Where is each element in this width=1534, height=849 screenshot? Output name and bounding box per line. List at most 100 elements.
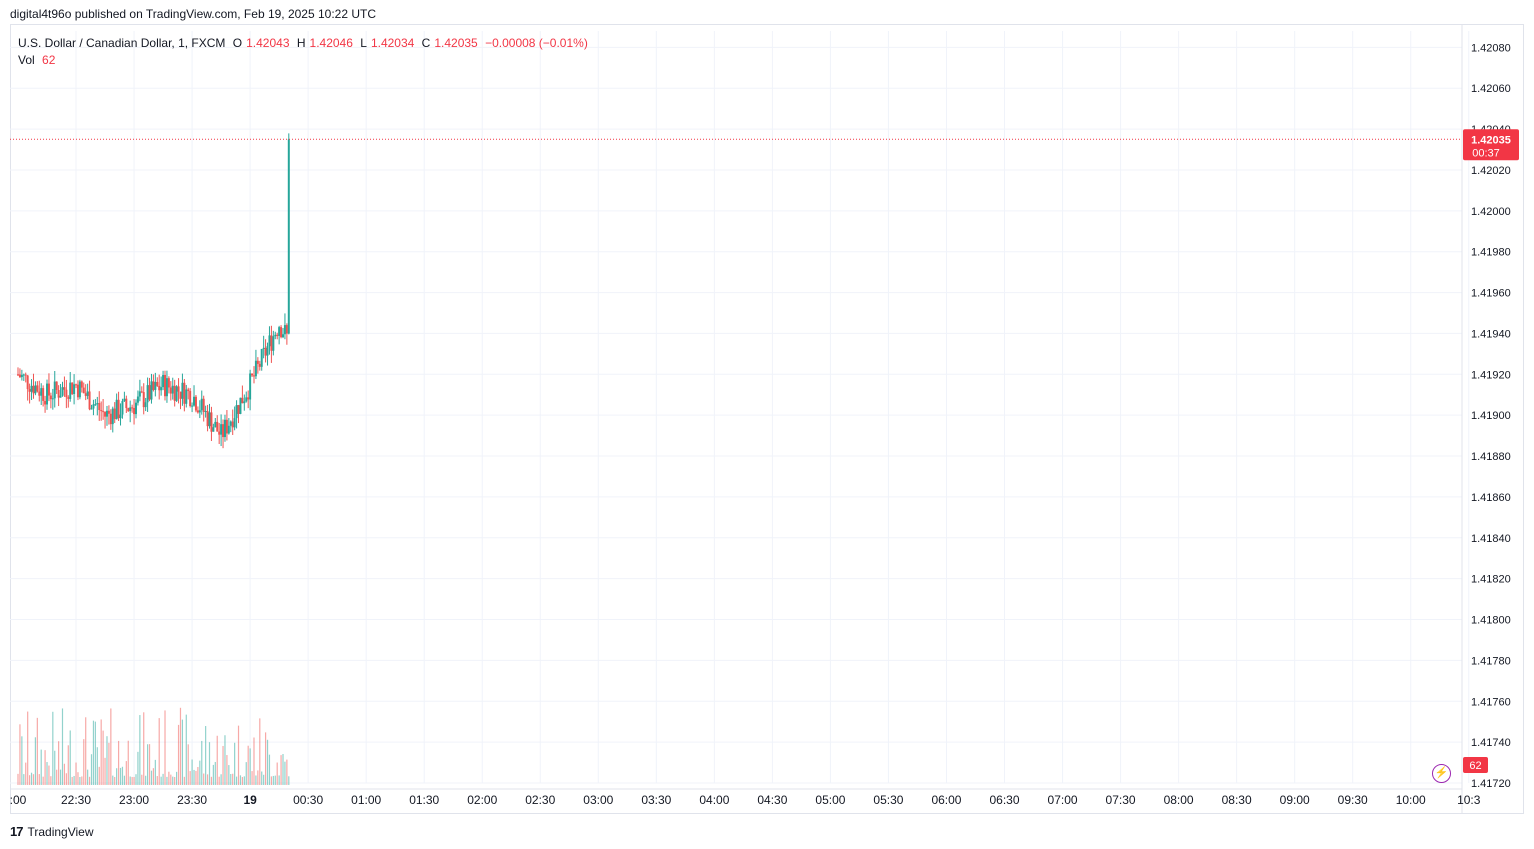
volume-bar bbox=[71, 776, 73, 785]
candle-body bbox=[90, 408, 93, 410]
candle-body bbox=[287, 139, 290, 334]
volume-bar bbox=[162, 773, 164, 785]
volume-bar bbox=[98, 766, 100, 785]
volume-bar bbox=[96, 747, 98, 785]
candle-body bbox=[260, 348, 263, 367]
candle-body bbox=[262, 347, 265, 349]
legend-symbol[interactable]: U.S. Dollar / Canadian Dollar, 1, FXCM bbox=[18, 36, 226, 50]
y-tick-label: 1.41740 bbox=[1471, 737, 1511, 749]
candle-body bbox=[194, 396, 197, 411]
volume-bar bbox=[44, 750, 46, 785]
volume-bar bbox=[249, 748, 251, 785]
candle-body bbox=[44, 400, 47, 405]
volume-bar bbox=[220, 774, 222, 785]
candles bbox=[17, 133, 290, 449]
volume-bar bbox=[284, 761, 286, 785]
candle-body bbox=[191, 405, 194, 407]
candle-body bbox=[67, 397, 70, 399]
candle-body bbox=[235, 405, 238, 419]
volume-bar bbox=[127, 740, 129, 785]
volume-bar bbox=[123, 775, 125, 785]
volume-bar bbox=[185, 714, 187, 785]
candle-body bbox=[134, 402, 137, 415]
grid-lines bbox=[10, 31, 1470, 784]
candle-body bbox=[42, 388, 45, 401]
candle-body bbox=[258, 363, 261, 367]
volume-bar bbox=[156, 776, 158, 785]
volume-bar bbox=[50, 776, 52, 785]
legend-ohlc-row: U.S. Dollar / Canadian Dollar, 1, FXCM O… bbox=[18, 35, 588, 52]
volume-bar bbox=[54, 750, 56, 785]
volume-bar bbox=[81, 776, 83, 785]
volume-bar bbox=[135, 774, 137, 785]
candle-body bbox=[96, 403, 99, 405]
volume-bar bbox=[108, 742, 110, 785]
volume-bar bbox=[247, 745, 249, 785]
volume-bar bbox=[131, 776, 133, 785]
symbol-legend: U.S. Dollar / Canadian Dollar, 1, FXCM O… bbox=[18, 35, 588, 69]
candle-body bbox=[36, 385, 39, 392]
candle-body bbox=[127, 408, 130, 412]
volume-bar bbox=[255, 775, 257, 785]
candle-body bbox=[117, 399, 120, 419]
legend-close-value: 1.42035 bbox=[434, 36, 478, 50]
volume-bar bbox=[133, 776, 135, 785]
volume-bar bbox=[137, 751, 139, 785]
volume-bar bbox=[77, 772, 79, 785]
volume-bar bbox=[38, 774, 40, 785]
volume-bar bbox=[280, 755, 282, 785]
volume-bar bbox=[208, 742, 211, 785]
candle-body bbox=[223, 419, 226, 438]
candle-body bbox=[214, 421, 217, 428]
candle-body bbox=[100, 410, 103, 412]
candle-body bbox=[88, 391, 91, 410]
candle-body bbox=[138, 391, 141, 397]
volume-bar bbox=[230, 774, 232, 785]
volume-bar bbox=[288, 776, 290, 785]
candle-body bbox=[152, 381, 155, 390]
volume-bar bbox=[212, 764, 214, 785]
candle-body bbox=[243, 401, 246, 404]
x-tick-label: 00:30 bbox=[293, 793, 323, 807]
candle-body bbox=[162, 374, 165, 388]
volume-bar bbox=[85, 717, 87, 785]
x-tick-label: 10:3 bbox=[1457, 793, 1481, 807]
candle-body bbox=[183, 382, 186, 404]
candle-body bbox=[111, 408, 114, 425]
candle-body bbox=[278, 327, 281, 336]
y-tick-label: 1.42060 bbox=[1471, 83, 1511, 95]
volume-bar bbox=[168, 771, 170, 785]
legend-volume-label[interactable]: Vol bbox=[18, 53, 35, 67]
volume-bar bbox=[224, 735, 226, 785]
candle-body bbox=[237, 405, 240, 414]
candle-body bbox=[249, 373, 252, 400]
y-tick-label: 1.41720 bbox=[1471, 778, 1511, 790]
volume-bar bbox=[30, 772, 33, 785]
candle-body bbox=[158, 385, 161, 391]
legend-close-label: C bbox=[421, 36, 431, 50]
x-tick-label: 06:30 bbox=[989, 793, 1019, 807]
candle-body bbox=[123, 398, 126, 401]
candle-body bbox=[115, 399, 118, 420]
chart-frame[interactable] bbox=[10, 24, 1524, 814]
volume-bar bbox=[191, 759, 193, 785]
volume-bar bbox=[67, 745, 69, 785]
candle-body bbox=[210, 412, 213, 432]
tradingview-logo[interactable]: 17 TradingView bbox=[10, 824, 94, 839]
candle-body bbox=[154, 381, 157, 390]
volume-bar bbox=[234, 742, 236, 785]
volume-bar bbox=[170, 774, 172, 785]
x-tick-label: 05:00 bbox=[815, 793, 845, 807]
candle-body bbox=[156, 381, 159, 386]
lightning-icon[interactable]: ⚡ bbox=[1432, 764, 1451, 783]
candle-body bbox=[169, 387, 172, 394]
volume-bar bbox=[226, 755, 228, 785]
volume-bar bbox=[152, 768, 155, 785]
volume-bar bbox=[46, 762, 48, 785]
candle-body bbox=[59, 395, 62, 398]
candle-body bbox=[71, 382, 74, 395]
candle-body bbox=[94, 404, 97, 406]
candle-body bbox=[222, 424, 225, 438]
candle-body bbox=[40, 388, 43, 396]
